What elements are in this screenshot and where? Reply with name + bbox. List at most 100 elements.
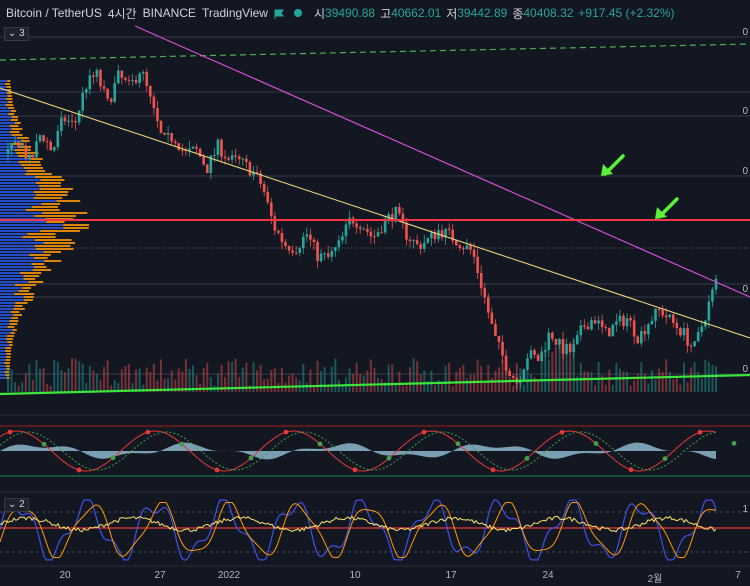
- volume-bar: [28, 364, 31, 392]
- volume-bar: [636, 373, 639, 392]
- profile-bar-blue: [0, 290, 19, 292]
- volume-bar: [156, 380, 159, 392]
- candle-body: [70, 120, 74, 122]
- candle-body: [319, 253, 323, 262]
- candle-body: [337, 240, 341, 248]
- candle-body: [124, 77, 127, 80]
- profile-bar-blue: [0, 104, 6, 106]
- candle-body: [593, 320, 597, 324]
- candle-body: [682, 328, 686, 336]
- signal-dot: [628, 467, 634, 473]
- profile-bar-blue: [0, 206, 32, 208]
- volume-bar: [238, 376, 241, 392]
- volume-bar: [373, 367, 376, 392]
- profile-bar-orange: [34, 257, 48, 259]
- volume-bar: [711, 364, 714, 392]
- volume-bar: [526, 358, 529, 392]
- volume-bar: [359, 374, 362, 392]
- profile-bar-orange: [35, 194, 68, 196]
- symbol-name[interactable]: Bitcoin / TetherUS: [6, 6, 102, 20]
- volume-bar: [458, 367, 461, 392]
- volume-bar: [686, 382, 689, 392]
- candle-body: [387, 214, 390, 219]
- candle-body: [675, 322, 679, 329]
- candle-body: [664, 315, 668, 318]
- candle-body: [568, 343, 572, 352]
- candle-body: [262, 183, 266, 192]
- candle-body: [654, 308, 657, 321]
- signal-dot: [490, 467, 496, 473]
- volume-bar: [124, 365, 127, 392]
- osc2-pane-label[interactable]: ⌄ 2: [4, 498, 29, 512]
- profile-bar-orange: [17, 137, 29, 139]
- profile-bar-blue: [0, 281, 29, 283]
- volume-bar: [508, 377, 511, 392]
- volume-bar: [594, 385, 597, 392]
- descending-resistance-line: [134, 25, 750, 298]
- candle-body: [191, 146, 195, 149]
- x-tick-label: 17: [445, 570, 457, 581]
- collapse-icon: ⌄: [8, 499, 20, 510]
- volume-bar: [608, 369, 611, 392]
- volume-bar: [95, 373, 98, 392]
- profile-bar-blue: [0, 80, 8, 82]
- volume-bar: [270, 370, 273, 392]
- profile-bar-orange: [31, 263, 45, 265]
- profile-bar-blue: [0, 251, 44, 253]
- candle-body: [309, 234, 312, 240]
- candle-body: [277, 230, 280, 233]
- profile-bar-blue: [0, 119, 11, 121]
- signal-dot: [731, 440, 737, 446]
- profile-bar-blue: [0, 308, 14, 310]
- stoch-k-line: [0, 499, 717, 561]
- candle-body: [526, 358, 529, 370]
- profile-bar-orange: [5, 374, 10, 376]
- volume-bar: [633, 380, 636, 392]
- candle-body: [415, 240, 419, 245]
- signal-dot: [179, 441, 185, 447]
- volume-bar: [576, 376, 579, 392]
- main-pane-label[interactable]: ⌄ 3: [4, 27, 29, 41]
- interval-label[interactable]: 4시간: [107, 6, 137, 21]
- candle-body: [298, 248, 302, 253]
- profile-bar-orange: [22, 236, 56, 238]
- profile-bar-blue: [0, 221, 47, 223]
- candle-body: [622, 315, 625, 327]
- candle-body: [661, 310, 664, 316]
- candle-body: [536, 354, 540, 362]
- profile-bar-orange: [14, 293, 35, 295]
- profile-bar-orange: [5, 365, 10, 367]
- candle-body: [6, 149, 10, 154]
- volume-bar: [675, 376, 678, 392]
- volume-bar: [24, 373, 27, 392]
- profile-bar-orange: [7, 80, 11, 82]
- open-value: 39490.88: [325, 6, 376, 20]
- volume-bar: [469, 374, 472, 392]
- volume-bar: [426, 380, 429, 392]
- profile-bar-blue: [0, 377, 7, 379]
- volume-bar: [49, 385, 52, 392]
- stoch-d-line: [0, 502, 717, 558]
- candle-body: [84, 89, 88, 93]
- volume-bar: [309, 369, 312, 392]
- profile-bar-orange: [10, 332, 15, 334]
- candle-body: [341, 236, 344, 241]
- volume-bar: [131, 383, 134, 392]
- signal-dot: [697, 429, 703, 435]
- profile-bar-blue: [0, 359, 6, 361]
- profile-bar-blue: [0, 209, 26, 211]
- candle-body: [291, 250, 294, 253]
- volume-bar: [316, 360, 319, 392]
- candle-body: [636, 336, 640, 344]
- candle-body: [52, 147, 56, 151]
- signal-dot: [524, 456, 530, 461]
- volume-bar: [288, 375, 291, 392]
- volume-bar: [547, 359, 550, 392]
- volume-bar: [544, 341, 547, 392]
- profile-bar-blue: [0, 269, 33, 271]
- profile-bar-blue: [0, 173, 26, 175]
- candle-body: [711, 289, 714, 302]
- candle-body: [344, 224, 348, 237]
- oscillator-slow-line: [0, 431, 717, 471]
